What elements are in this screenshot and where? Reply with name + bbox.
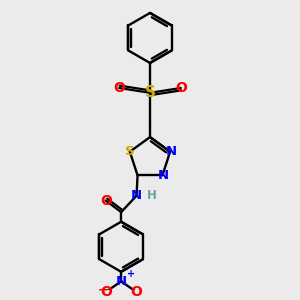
- Text: O: O: [130, 285, 142, 299]
- Text: S: S: [125, 145, 135, 158]
- Text: S: S: [145, 85, 155, 100]
- Text: N: N: [116, 275, 127, 288]
- Text: O: O: [113, 81, 125, 95]
- Text: −: −: [98, 284, 109, 297]
- Text: O: O: [100, 285, 112, 299]
- Text: +: +: [127, 268, 135, 279]
- Text: N: N: [158, 169, 169, 182]
- Text: O: O: [175, 81, 187, 95]
- Text: H: H: [147, 189, 157, 202]
- Text: N: N: [166, 145, 177, 158]
- Text: O: O: [100, 194, 112, 208]
- Text: N: N: [131, 189, 142, 202]
